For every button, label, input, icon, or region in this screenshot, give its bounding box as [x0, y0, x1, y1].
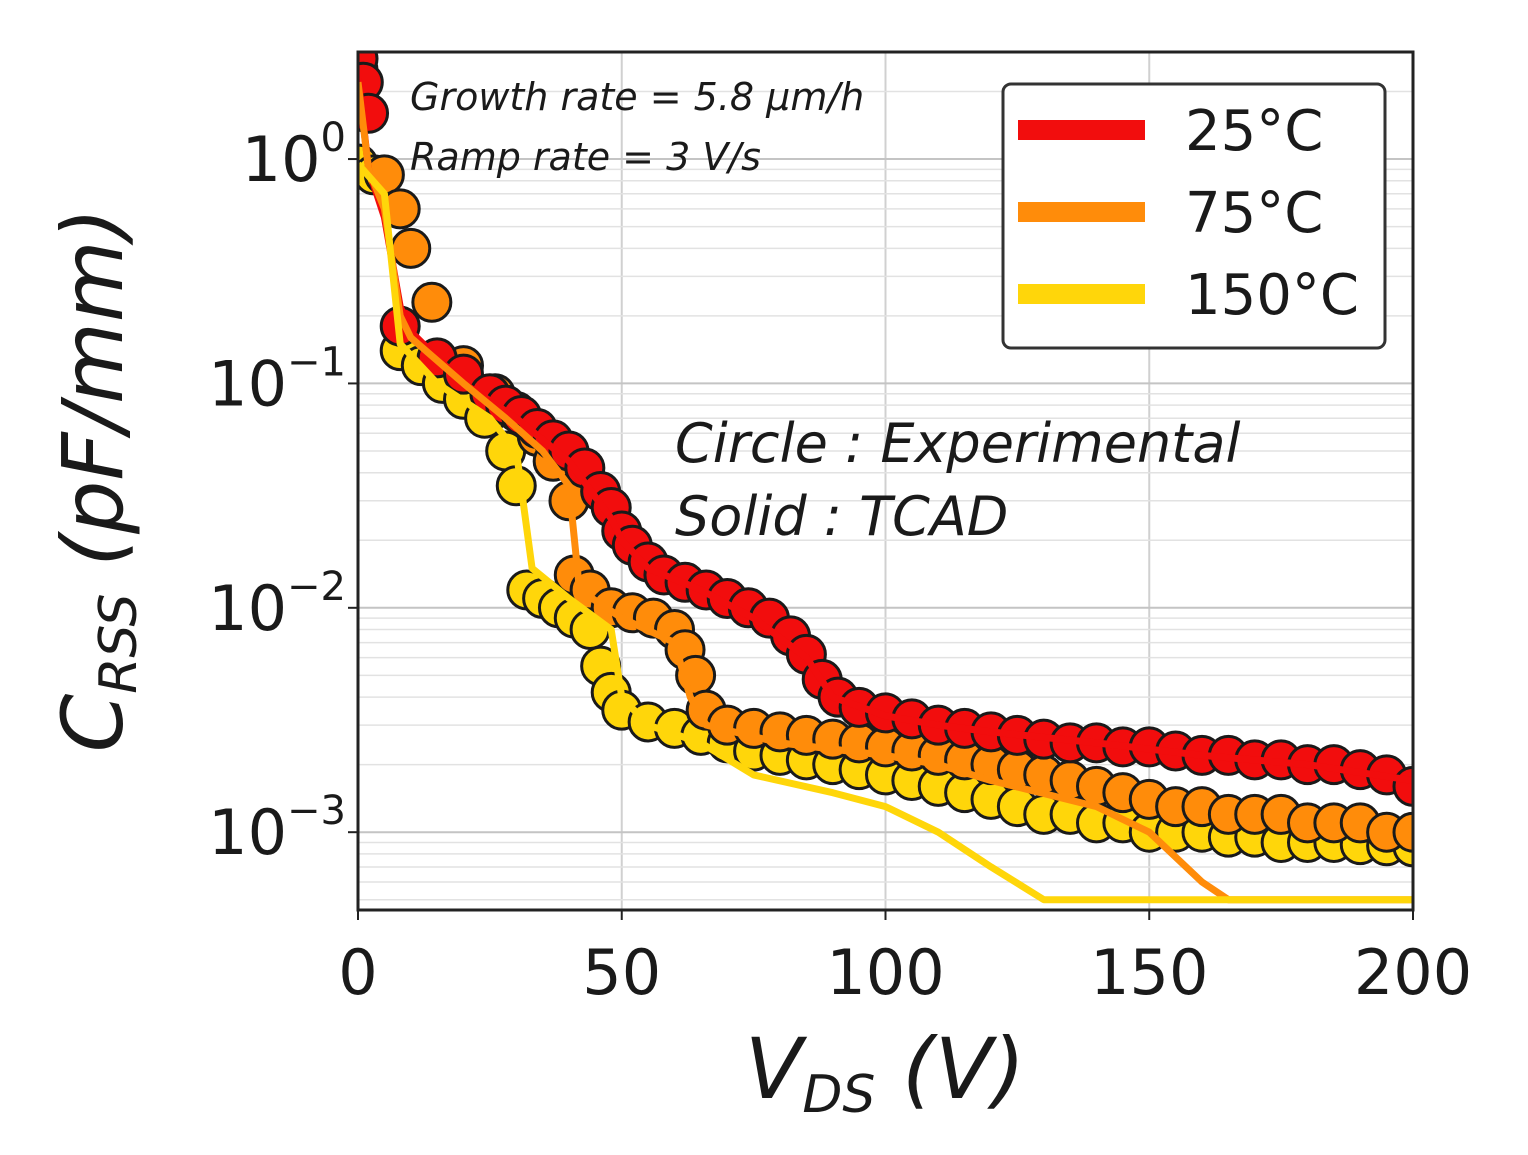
tcad-line-75c [358, 81, 1413, 904]
x-axis-title: VDS (V) [745, 1020, 1025, 1125]
ramp-rate-annotation: Ramp rate = 3 V/s [410, 135, 761, 179]
solid-note: Solid : TCAD [675, 485, 1008, 548]
y-axis-title: CRSS (pF/mm) [44, 208, 149, 753]
experimental-point-75c [411, 281, 453, 323]
legend-label-25c: 25°C [1185, 99, 1323, 164]
x-tick-label: 200 [1354, 936, 1472, 1009]
tcad-line-150c [358, 161, 1413, 904]
x-tick-label: 100 [826, 936, 944, 1009]
x-tick-label: 150 [1090, 936, 1208, 1009]
experimental-point-75c [390, 227, 432, 269]
experimental-point-25c [358, 92, 390, 134]
legend: 25°C 75°C 150°C [1001, 82, 1387, 350]
y-tick-label: 10−3 [208, 788, 346, 869]
legend-label-150c: 150°C [1185, 263, 1359, 328]
y-tick-label: 10−1 [208, 339, 346, 420]
ticks: 0 50 100 150 200 100 10−1 10−2 10−3 [208, 115, 1472, 1009]
circle-note: Circle : Experimental [675, 412, 1240, 475]
y-tick-label: 100 [242, 115, 346, 196]
legend-label-75c: 75°C [1185, 181, 1323, 246]
legend-box [1001, 82, 1387, 350]
y-tick-label: 10−2 [208, 564, 346, 645]
growth-rate-annotation: Growth rate = 5.8 µm/h [410, 75, 864, 119]
x-tick-label: 0 [338, 936, 377, 1009]
x-tick-label: 50 [582, 936, 661, 1009]
experimental-point-75c [1392, 811, 1413, 853]
series-layer [358, 52, 1413, 904]
